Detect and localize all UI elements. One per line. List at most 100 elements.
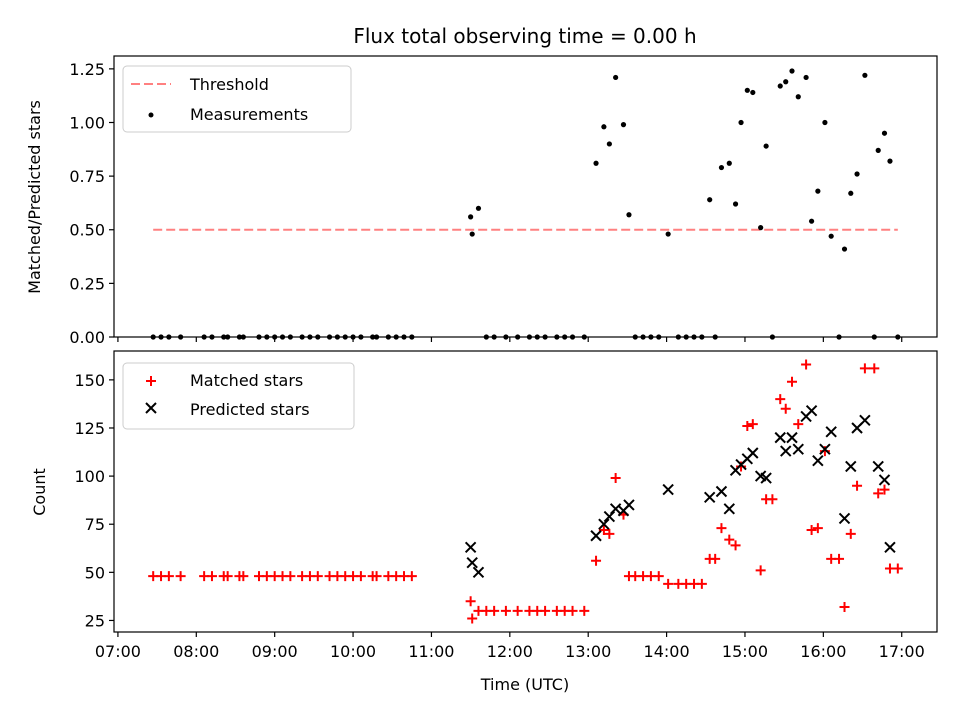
measurement-point [854,171,860,177]
measurement-point [881,130,888,136]
matched-star-point [355,571,366,582]
measurement-point [887,158,893,164]
predicted-star-point [872,460,884,473]
measurement-point [468,214,474,220]
predicted-star-point [662,483,674,496]
matched-star-point [489,605,500,616]
measurement-point [841,246,848,252]
count-marks [148,359,903,624]
matched-star-point [710,553,721,564]
matched-star-point [406,571,417,582]
predicted-star-point [884,541,896,554]
measurement-point [803,74,809,81]
measurement-point [828,233,834,239]
matched-legend-swatch [146,376,156,386]
count-y-tick-label: 75 [85,515,105,534]
measurement-point [763,143,769,149]
predicted-star-point [805,404,818,417]
matched-star-point [839,601,850,612]
matched-star-point [724,534,735,545]
measurement-point [808,218,815,224]
matched-star-point [238,571,249,582]
count-y-tick-label: 25 [85,611,105,630]
measurement-point [475,205,482,211]
measurements-legend-swatch [148,112,154,118]
predicted-star-point [878,474,891,486]
matched-star-point [852,480,863,491]
predicted-star-point [623,499,635,511]
matched-star-point [775,394,786,405]
x-tick-label: 09:00 [252,642,298,661]
measurement-point [750,89,756,96]
predicted-star-point [747,447,759,459]
ratio-panel: 0.00 0.25 0.50 0.75 1.00 1.25 Matched/Predict… [25,55,938,347]
count-y-tick-label: 100 [74,467,105,486]
predicted-star-point [859,414,871,426]
matched-star-point [845,528,856,539]
count-y-tick-label: 150 [74,371,105,390]
matched-star-point [467,613,478,624]
x-tick-label: 15:00 [722,642,768,661]
predicted-star-point [819,443,831,455]
ratio-y-tick-label: 0.25 [69,274,105,293]
matched-star-point [371,571,382,582]
predicted-star-point [786,431,798,444]
matched-star-point [163,571,174,582]
predicted-star-point [603,510,616,523]
measurement-point [718,164,725,171]
measurement-point [601,124,607,130]
ratio-legend: Threshold Measurements [122,65,352,133]
matched-star-point [175,571,186,582]
count-x-ticks: 07:00 08:00 09:00 10:00 11:00 12:00 13:00 14:00… [95,632,925,661]
matched-star-point [747,419,758,430]
matched-star-point [806,524,817,535]
matched-star-point [716,523,727,534]
matched-star-point [540,605,551,616]
ratio-y-tick-label: 0.00 [69,328,105,347]
predicted-star-point [590,530,602,542]
measurement-point [875,147,881,153]
matched-star-point [598,524,609,535]
x-axis-label: Time (UTC) [480,675,569,694]
measurement-point [620,122,627,128]
predicted-star-point [792,443,804,455]
measurement-point [815,188,821,194]
ratio-y-tick-label: 0.75 [69,167,105,186]
matched-star-point [285,571,296,582]
x-tick-label: 07:00 [95,642,141,661]
measurement-point [862,72,868,78]
predicted-star-point [715,485,728,498]
measurement-point [665,231,671,237]
measurement-point [726,160,732,166]
matched-star-point [767,494,778,505]
predicted-star-point [838,512,851,525]
matched-star-point [834,553,845,564]
matched-star-point [879,484,890,495]
predicted-star-point [464,541,477,554]
measurement-point [593,160,599,166]
matched-legend-label: Matched stars [190,371,303,390]
matched-star-point [755,565,766,576]
ratio-y-ticks: 0.00 0.25 0.50 0.75 1.00 1.25 [69,60,114,347]
ratio-y-tick-label: 0.50 [69,221,105,240]
measurement-point [732,201,739,207]
matched-star-point [869,363,880,374]
measurement-point [783,79,789,85]
matched-star-point [653,571,664,582]
matched-star-point [500,605,511,616]
ratio-legend-box [122,65,352,133]
predicted-star-point [774,431,786,444]
measurement-point [848,190,854,196]
predicted-star-point [598,518,610,530]
measurement-point [789,68,795,74]
x-tick-label: 14:00 [644,642,690,661]
predicted-star-point [845,460,857,473]
measurement-point [758,225,764,231]
x-tick-label: 11:00 [408,642,454,661]
ratio-y-tick-label: 1.00 [69,113,105,132]
predicted-legend-label: Predicted stars [190,400,310,419]
count-panel: 25 50 75 100 125 150 07:00 08:00 09:00 10:00 11:0… [30,350,938,694]
threshold-legend-label: Threshold [189,75,269,94]
count-legend-box [122,362,355,430]
